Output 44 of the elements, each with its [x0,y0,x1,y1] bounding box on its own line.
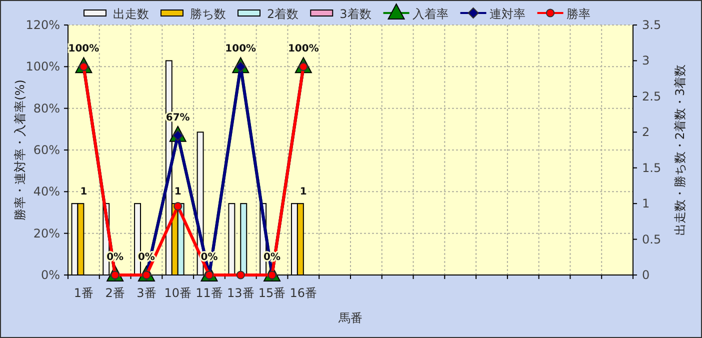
x-tick-label: 16番 [290,286,318,300]
x-tick-label: 15番 [258,286,286,300]
legend-label: 出走数 [113,7,149,21]
data-label: 1 [174,186,182,198]
y-tick-label: 80% [33,101,60,116]
legend-label: 勝ち数 [190,7,226,21]
legend-label: 連対率 [489,7,526,21]
point [236,270,245,280]
y2-tick-label: 2.5 [642,89,662,104]
x-tick-label: 11番 [196,286,223,300]
legend-label: 3着数 [340,7,372,21]
y-tick-label: 0% [40,268,60,282]
y-tick-label: 20% [33,226,60,240]
y2-tick-label: 1.5 [642,160,662,175]
legend-label: 入着率 [412,7,448,21]
y2-axis-title: 出走数・勝ち数・2着数・3着数 [673,64,687,236]
x-tick-label: 10番 [164,286,192,300]
x-tick-label: 2番 [105,286,125,300]
data-label: 0% [200,252,218,263]
bar [240,203,248,276]
y-tick-label: 40% [33,184,60,199]
data-label: 1 [300,186,307,198]
y-tick-label: 100% [26,60,60,74]
y-tick-label: 120% [26,18,60,32]
point [174,202,182,211]
y2-tick-label: 0.5 [642,232,662,246]
data-label: 100% [225,44,256,55]
y2-tick-label: 3.5 [642,18,662,32]
data-label: 100% [288,44,319,55]
x-tick-label: 3番 [136,286,156,300]
y-tick-label: 60% [33,143,60,157]
legend-label: 勝率 [566,7,590,21]
x-axis-title: 馬番 [338,311,362,325]
y2-tick-label: 3 [642,54,650,68]
legend-label: 2着数 [267,7,299,21]
bar [228,203,236,276]
data-label: 1 [80,186,88,198]
y-axis-title: 勝率・連対率・入着率(%) [13,80,27,220]
y2-tick-label: 0 [642,268,650,282]
x-tick-label: 13番 [227,286,254,300]
y2-tick-label: 1 [642,196,650,211]
x-tick-label: 1番 [74,286,94,300]
y2-tick-label: 2 [642,125,650,140]
data-label: 100% [68,44,100,55]
